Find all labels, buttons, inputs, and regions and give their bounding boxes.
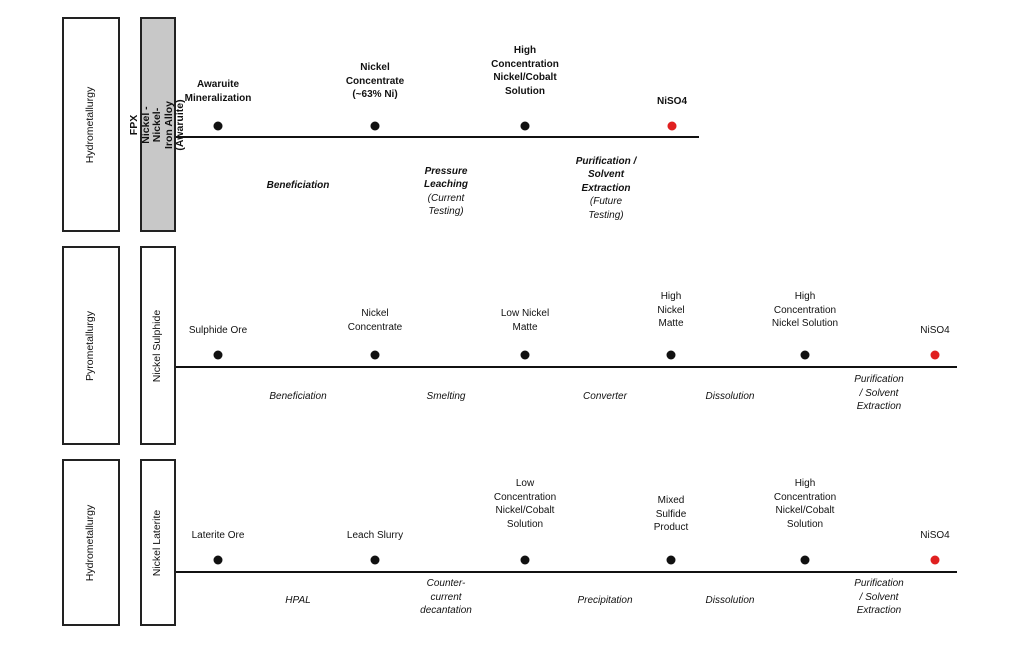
row3-node-label-1: Laterite Ore xyxy=(191,530,245,541)
row1-node-label-1: Awaruite Mineralization xyxy=(184,79,252,104)
row1-product-label: FPX Nickel - Nickel-Iron Alloy (Awaruite… xyxy=(128,98,187,151)
row3-node-label-5: High Concentration Nickel/Cobalt Solutio… xyxy=(773,478,837,530)
row3-step-2: Counter- current decantation xyxy=(420,578,472,616)
row2-side-box: Pyrometallurgy xyxy=(62,246,120,445)
row1-step-2-note: (Current Testing) xyxy=(427,192,465,218)
row2-node-4 xyxy=(666,350,676,360)
row2-node-5 xyxy=(800,350,810,360)
row1-node-3 xyxy=(520,121,530,131)
row3-step-4: Dissolution xyxy=(705,595,755,606)
row2-node-label-6: NiSO4 xyxy=(920,325,950,336)
row2-node-label-4: High Nickel Matte xyxy=(657,291,685,329)
row2-node-1 xyxy=(213,350,223,360)
row1-final-node xyxy=(667,121,677,131)
row1-step-2: Pressure Leaching (Current Testing) xyxy=(424,151,468,232)
row2-node-label-5: High Concentration Nickel Solution xyxy=(771,291,839,329)
row1-node-1 xyxy=(213,121,223,131)
row1-side-box: Hydrometallurgy xyxy=(62,17,120,232)
row3-node-label-2: Leach Slurry xyxy=(346,530,404,541)
row1-step-1: Beneficiation xyxy=(266,180,330,191)
row2-node-2 xyxy=(370,350,380,360)
row2-step-2: Smelting xyxy=(426,391,466,402)
row1-node-label-4: NiSO4 xyxy=(656,96,688,107)
row2-step-5: Purification / Solvent Extraction xyxy=(854,374,904,412)
row1-product-box: FPX Nickel - Nickel-Iron Alloy (Awaruite… xyxy=(128,17,186,232)
row2-product-label: Nickel Sulphide xyxy=(151,309,164,382)
row2-process-line xyxy=(176,366,957,368)
row1-step-2-title: Pressure Leaching xyxy=(424,165,468,191)
row3-step-1: HPAL xyxy=(285,595,311,606)
row2-node-3 xyxy=(520,350,530,360)
row2-step-3: Converter xyxy=(583,391,627,402)
row1-process-line xyxy=(176,136,699,138)
row1-step-3: Purification / Solvent Extraction (Futur… xyxy=(576,141,637,236)
row3-final-node xyxy=(930,555,940,565)
row3-process-line xyxy=(176,571,957,573)
row3-node-2 xyxy=(370,555,380,565)
row3-node-1 xyxy=(213,555,223,565)
row2-step-1: Beneficiation xyxy=(269,391,327,402)
row2-side-label: Pyrometallurgy xyxy=(84,310,97,381)
row2-final-node xyxy=(930,350,940,360)
row3-side-box: Hydrometallurgy xyxy=(62,459,120,626)
row3-product-box: Nickel Laterite xyxy=(140,459,176,626)
row1-node-label-2: Nickel Concentrate (~63% Ni) xyxy=(345,62,405,100)
row3-node-label-6: NiSO4 xyxy=(920,530,950,541)
row3-node-4 xyxy=(666,555,676,565)
row3-node-3 xyxy=(520,555,530,565)
row2-node-label-3: Low Nickel Matte xyxy=(500,308,550,333)
row1-side-label: Hydrometallurgy xyxy=(84,86,97,163)
row1-node-label-3: High Concentration Nickel/Cobalt Solutio… xyxy=(491,45,559,97)
row2-product-box: Nickel Sulphide xyxy=(140,246,176,445)
row3-step-3: Precipitation xyxy=(577,595,633,606)
row2-node-label-1: Sulphide Ore xyxy=(188,325,248,336)
row1-step-3-title: Purification / Solvent Extraction xyxy=(575,155,637,194)
row3-product-label: Nickel Laterite xyxy=(151,509,164,576)
row3-node-5 xyxy=(800,555,810,565)
row3-node-label-3: Low Concentration Nickel/Cobalt Solution xyxy=(493,478,557,530)
row3-side-label: Hydrometallurgy xyxy=(84,504,97,581)
row2-step-4: Dissolution xyxy=(705,391,755,402)
row3-node-label-4: Mixed Sulfide Product xyxy=(653,495,689,533)
row1-node-2 xyxy=(370,121,380,131)
row3-step-5: Purification / Solvent Extraction xyxy=(854,578,904,616)
row1-step-3-note: (Future Testing) xyxy=(588,196,624,221)
row2-node-label-2: Nickel Concentrate xyxy=(347,308,403,333)
